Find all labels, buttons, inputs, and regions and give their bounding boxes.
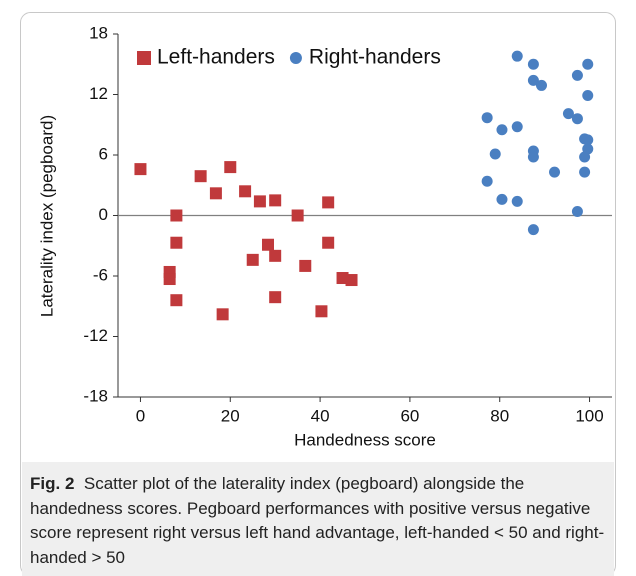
point (549, 166, 561, 178)
y-tick-label: 18 (89, 23, 108, 42)
caption-label: Fig. 2 (30, 474, 75, 493)
point (496, 124, 508, 136)
point (527, 74, 539, 86)
point (322, 196, 335, 209)
x-tick-label: 40 (311, 406, 330, 425)
x-tick-label: 60 (400, 406, 419, 425)
x-tick-label: 20 (221, 406, 240, 425)
point (579, 151, 591, 163)
point (582, 58, 594, 70)
point (269, 291, 282, 304)
legend-marker (137, 51, 151, 65)
point (571, 113, 583, 125)
point (511, 195, 523, 207)
point (582, 90, 594, 102)
point (170, 209, 183, 222)
point (253, 195, 266, 208)
point (315, 305, 328, 318)
point (224, 161, 237, 174)
point (216, 308, 229, 321)
point (322, 236, 335, 249)
point (527, 224, 539, 236)
y-tick-label: 0 (99, 205, 108, 224)
point (291, 209, 304, 222)
point (134, 163, 147, 176)
point (170, 294, 183, 307)
legend-label: Right-handers (309, 46, 441, 69)
point (239, 185, 252, 198)
caption: Fig. 2 Scatter plot of the laterality in… (22, 462, 614, 576)
point (481, 112, 493, 124)
point (511, 50, 523, 62)
point (194, 170, 207, 183)
y-tick-label: -12 (83, 326, 108, 345)
point (269, 194, 282, 207)
y-axis-label: Laterality index (pegboard) (37, 115, 56, 317)
point (163, 273, 176, 286)
point (481, 175, 493, 187)
y-tick-label: 12 (89, 84, 108, 103)
point (527, 58, 539, 70)
point (527, 151, 539, 163)
point (571, 205, 583, 217)
y-tick-label: 6 (99, 144, 108, 163)
point (582, 134, 594, 146)
x-tick-label: 80 (490, 406, 509, 425)
caption-text: Scatter plot of the laterality index (pe… (30, 474, 605, 567)
y-tick-label: -18 (83, 386, 108, 405)
legend-marker (289, 52, 302, 64)
point (571, 69, 583, 81)
point (209, 187, 222, 200)
point (246, 253, 259, 266)
point (345, 274, 358, 287)
point (489, 148, 501, 160)
x-tick-label: 0 (136, 406, 145, 425)
point (170, 236, 183, 249)
point (269, 249, 282, 262)
y-tick-label: -6 (93, 265, 108, 284)
point (511, 121, 523, 133)
x-axis-label: Handedness score (294, 430, 436, 449)
point (496, 193, 508, 205)
point (261, 238, 274, 251)
point (299, 259, 312, 272)
legend-label: Left-handers (157, 46, 275, 69)
point (562, 108, 574, 120)
point (535, 79, 547, 91)
point (579, 166, 591, 178)
x-tick-label: 100 (575, 406, 603, 425)
